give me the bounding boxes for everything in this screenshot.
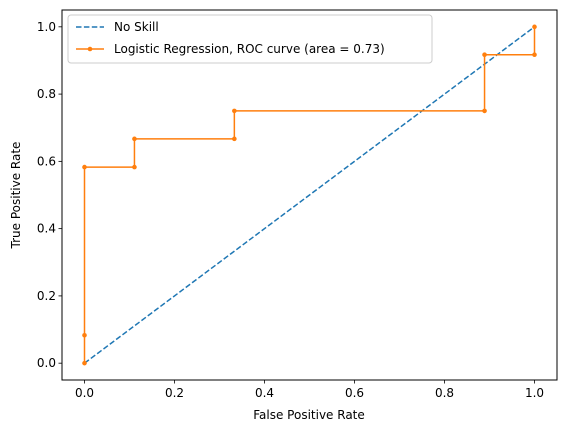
roc-point: [132, 136, 137, 142]
x-axis-label: False Positive Rate: [253, 408, 365, 422]
legend-box: [67, 14, 433, 64]
x-axis-ticks: 0.0 0.2 0.4 0.6 0.8 1.0: [75, 380, 544, 400]
x-tick-label: 0.4: [255, 386, 274, 400]
legend-label-logistic-regression: Logistic Regression, ROC curve (area = 0…: [114, 42, 385, 56]
y-tick-label: 1.0: [37, 20, 56, 34]
y-axis-label: True Positive Rate: [9, 142, 23, 250]
y-tick-label: 0.6: [37, 154, 56, 168]
legend-label-no-skill: No Skill: [114, 20, 159, 34]
plot-frame: [61, 9, 558, 381]
y-tick-label: 0.2: [37, 289, 56, 303]
y-tick-label: 0.4: [37, 222, 56, 236]
x-tick-label: 0.6: [345, 386, 364, 400]
y-axis-ticks: 0.0 0.2 0.4 0.6 0.8 1.0: [37, 20, 62, 370]
roc-point: [232, 108, 237, 114]
roc-point: [532, 24, 537, 30]
roc-point: [532, 52, 537, 58]
x-tick-label: 0.8: [435, 386, 454, 400]
roc-point: [482, 52, 487, 58]
legend-marker-logistic-regression: [87, 46, 93, 52]
legend: No Skill Logistic Regression, ROC curve …: [67, 14, 433, 64]
roc-point: [82, 332, 87, 338]
roc-point: [232, 136, 237, 142]
y-tick-label: 0.0: [37, 356, 56, 370]
roc-point: [482, 108, 487, 114]
series-line-no-skill: [84, 26, 535, 364]
roc-point: [82, 360, 87, 366]
roc-point: [82, 164, 87, 170]
x-tick-label: 0.2: [165, 386, 184, 400]
x-tick-label: 0.0: [75, 386, 94, 400]
x-tick-label: 1.0: [525, 386, 544, 400]
roc-point: [132, 164, 137, 170]
y-tick-label: 0.8: [37, 87, 56, 101]
plot-layer: [82, 24, 537, 366]
